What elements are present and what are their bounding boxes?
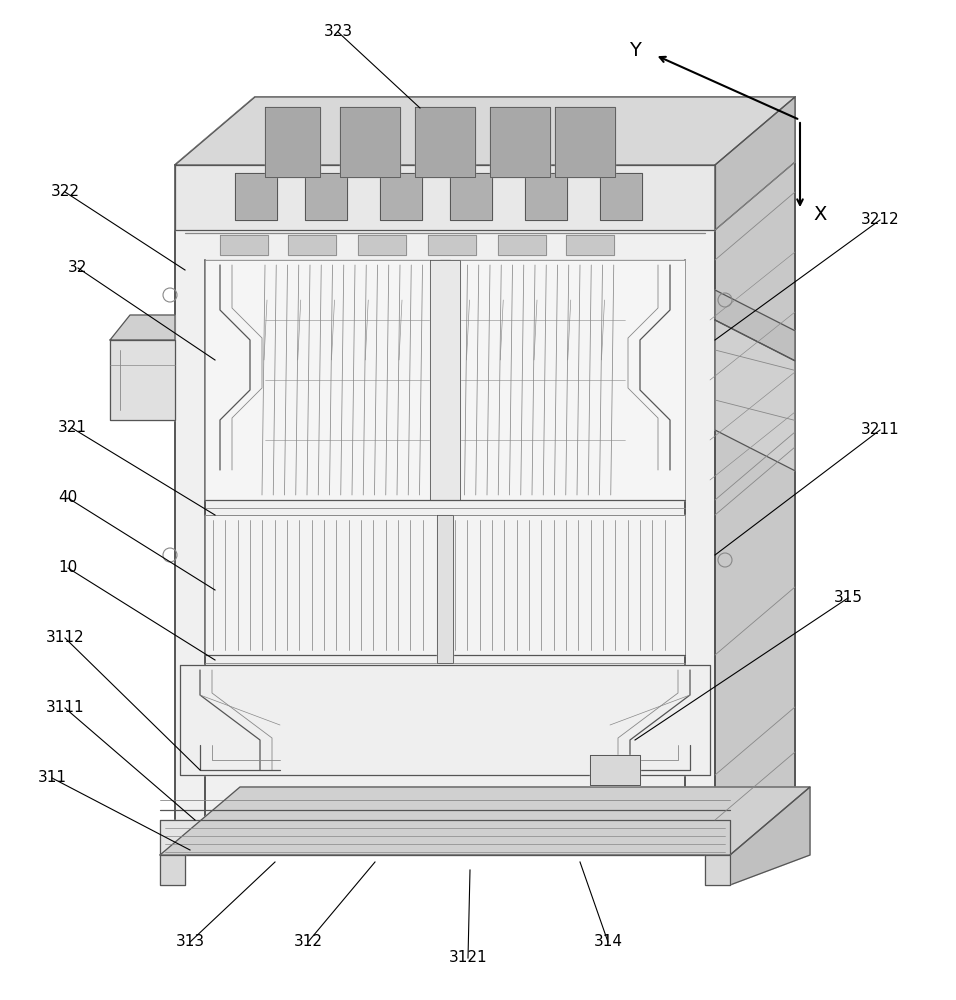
Polygon shape <box>175 97 795 165</box>
Polygon shape <box>730 787 810 885</box>
Polygon shape <box>715 97 795 230</box>
Polygon shape <box>415 107 475 177</box>
Polygon shape <box>715 320 795 471</box>
Text: 3112: 3112 <box>46 631 84 646</box>
Polygon shape <box>566 235 614 255</box>
Polygon shape <box>160 787 810 855</box>
Text: 321: 321 <box>57 420 86 436</box>
Polygon shape <box>180 665 710 775</box>
Polygon shape <box>380 173 422 220</box>
Polygon shape <box>453 515 685 655</box>
Polygon shape <box>450 173 492 220</box>
Text: 322: 322 <box>51 184 79 200</box>
Text: 323: 323 <box>323 24 353 39</box>
Polygon shape <box>715 290 795 361</box>
Text: Y: Y <box>629 40 641 60</box>
Text: 311: 311 <box>37 770 67 786</box>
Polygon shape <box>437 515 453 663</box>
Polygon shape <box>175 165 715 855</box>
Polygon shape <box>235 173 277 220</box>
Polygon shape <box>110 315 175 340</box>
Text: 3111: 3111 <box>46 700 84 716</box>
Polygon shape <box>600 173 642 220</box>
Polygon shape <box>288 235 336 255</box>
Text: 312: 312 <box>293 934 322 950</box>
Polygon shape <box>490 107 550 177</box>
Text: 313: 313 <box>176 934 205 950</box>
Polygon shape <box>430 260 460 500</box>
Polygon shape <box>205 515 437 655</box>
Polygon shape <box>160 855 185 885</box>
Polygon shape <box>175 165 715 230</box>
Polygon shape <box>525 173 567 220</box>
Polygon shape <box>265 107 320 177</box>
Polygon shape <box>498 235 546 255</box>
Text: X: X <box>814 206 827 225</box>
Polygon shape <box>590 755 640 785</box>
Polygon shape <box>160 820 730 855</box>
Polygon shape <box>205 260 685 500</box>
Text: 314: 314 <box>594 934 622 950</box>
Polygon shape <box>175 97 795 165</box>
Polygon shape <box>110 340 175 420</box>
Polygon shape <box>358 235 406 255</box>
Text: 315: 315 <box>834 590 862 605</box>
Polygon shape <box>555 107 615 177</box>
Polygon shape <box>305 173 347 220</box>
Polygon shape <box>715 97 795 855</box>
Text: 3211: 3211 <box>860 422 900 438</box>
Text: 3121: 3121 <box>448 950 488 966</box>
Polygon shape <box>705 855 730 885</box>
Polygon shape <box>220 235 268 255</box>
Text: 40: 40 <box>58 490 77 506</box>
Text: 3212: 3212 <box>860 213 900 228</box>
Polygon shape <box>340 107 400 177</box>
Text: 32: 32 <box>68 260 88 275</box>
Text: 10: 10 <box>58 560 77 576</box>
Polygon shape <box>428 235 476 255</box>
